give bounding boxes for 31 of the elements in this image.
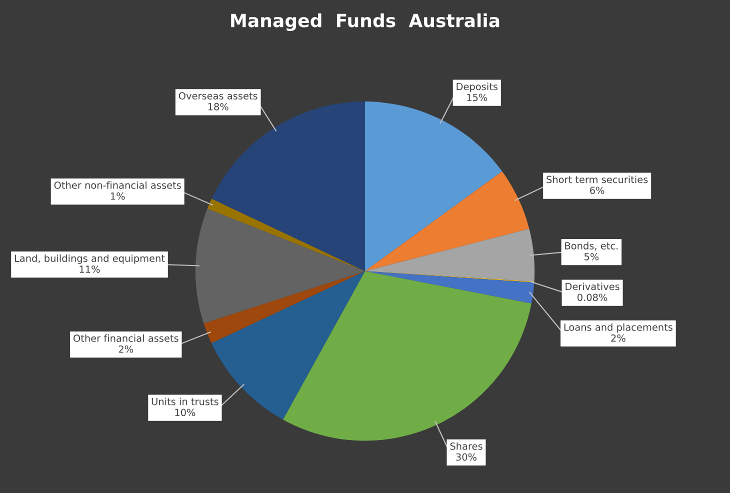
pie-slice [365, 271, 534, 304]
pie-slice [365, 228, 535, 282]
data-label: 18% [208, 103, 228, 110]
pie-slice [365, 102, 502, 272]
data-label: 15% [467, 94, 488, 102]
slice-label: Shares [450, 442, 482, 450]
data-label: 2% [118, 345, 134, 353]
pie-slice [207, 198, 365, 272]
data-label: 30% [456, 453, 477, 461]
slice-label: Deposits [456, 82, 498, 92]
pie-slice [204, 271, 365, 344]
slice-label: Land, buildings and equipment [14, 254, 165, 264]
pie-slice [365, 171, 530, 272]
data-label: 10% [175, 408, 196, 416]
pie-slice [195, 208, 365, 324]
data-label: 5% [584, 252, 599, 260]
chart-title: Managed Funds Australia [231, 13, 500, 31]
slice-label: Units in trusts [152, 398, 218, 406]
slice-label: Loans and placements [564, 323, 672, 333]
pie-slice [282, 271, 532, 441]
slice-label: Derivatives [566, 282, 620, 290]
slice-label: Short term securities [546, 176, 648, 184]
data-label: 0.08% [578, 294, 608, 302]
data-label: 2% [611, 334, 626, 342]
slice-label: Other non-financial assets [54, 181, 181, 189]
data-label: 11% [80, 266, 100, 273]
data-label: 6% [590, 186, 604, 194]
slice-label: Bonds, etc. [565, 242, 618, 250]
data-label: 1% [110, 192, 125, 200]
slice-label: Overseas assets [178, 92, 258, 100]
slice-label: Other financial assets [74, 334, 178, 342]
